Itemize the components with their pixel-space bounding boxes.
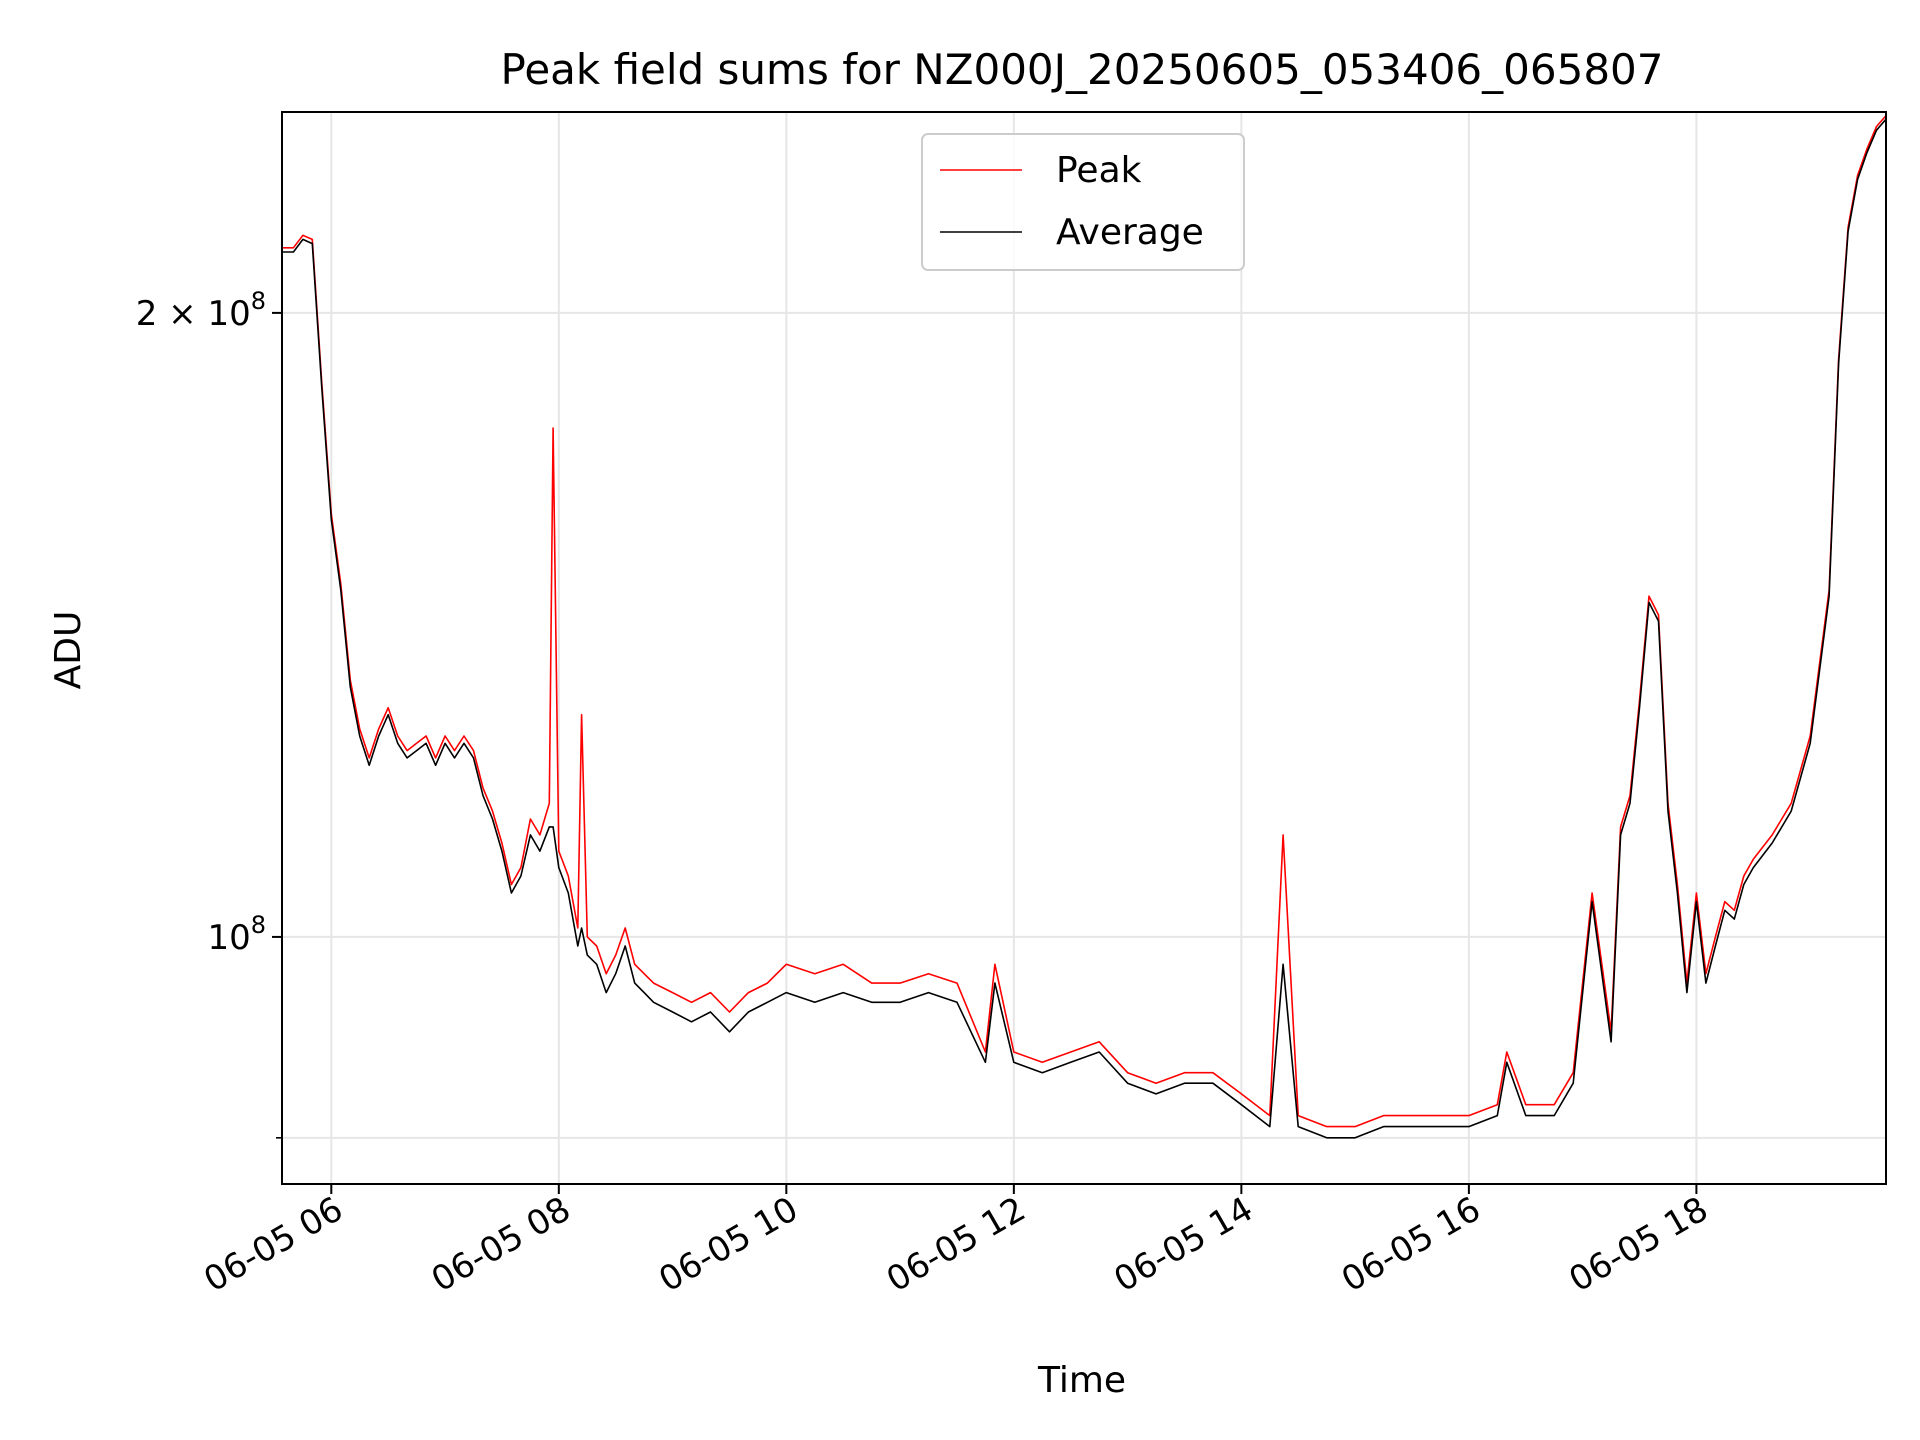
legend-label-peak: Peak	[1056, 150, 1142, 191]
plot-frame	[281, 111, 1887, 1185]
y-tick-label-exponent: 8	[251, 287, 266, 315]
y-tick-label: 2 × 108	[136, 287, 266, 334]
legend-label-average: Average	[1056, 212, 1204, 253]
x-axis-ticks: 06-05 06 06-05 08 06-05 10 06-05 12 06-05 14…	[197, 1184, 1715, 1300]
legend-box	[921, 133, 1245, 271]
chart-title: Peak field sums for NZ000J_20250605_0534…	[501, 45, 1664, 94]
x-tick-label: 06-05 08	[425, 1189, 577, 1300]
series-line-peak	[282, 115, 1887, 1128]
x-tick-label: 06-05 12	[880, 1189, 1032, 1300]
y-tick-label-exponent: 8	[251, 911, 266, 939]
legend: Peak Average	[921, 133, 1245, 271]
y-tick-label-base: 2 × 10	[136, 294, 251, 334]
x-tick-label: 06-05 10	[652, 1189, 804, 1300]
y-axis-label: ADU	[48, 611, 89, 690]
series-group	[282, 115, 1887, 1139]
series-line-average	[282, 118, 1887, 1139]
grid-lines	[282, 112, 1886, 1184]
x-tick-label: 06-05 06	[197, 1189, 349, 1300]
x-tick-label: 06-05 16	[1335, 1189, 1487, 1300]
x-tick-label: 06-05 14	[1107, 1189, 1259, 1300]
x-tick-label: 06-05 18	[1563, 1189, 1715, 1300]
x-axis-label: Time	[1037, 1360, 1126, 1401]
y-tick-label-base: 10	[207, 918, 250, 958]
y-tick-label: 108	[207, 911, 266, 958]
